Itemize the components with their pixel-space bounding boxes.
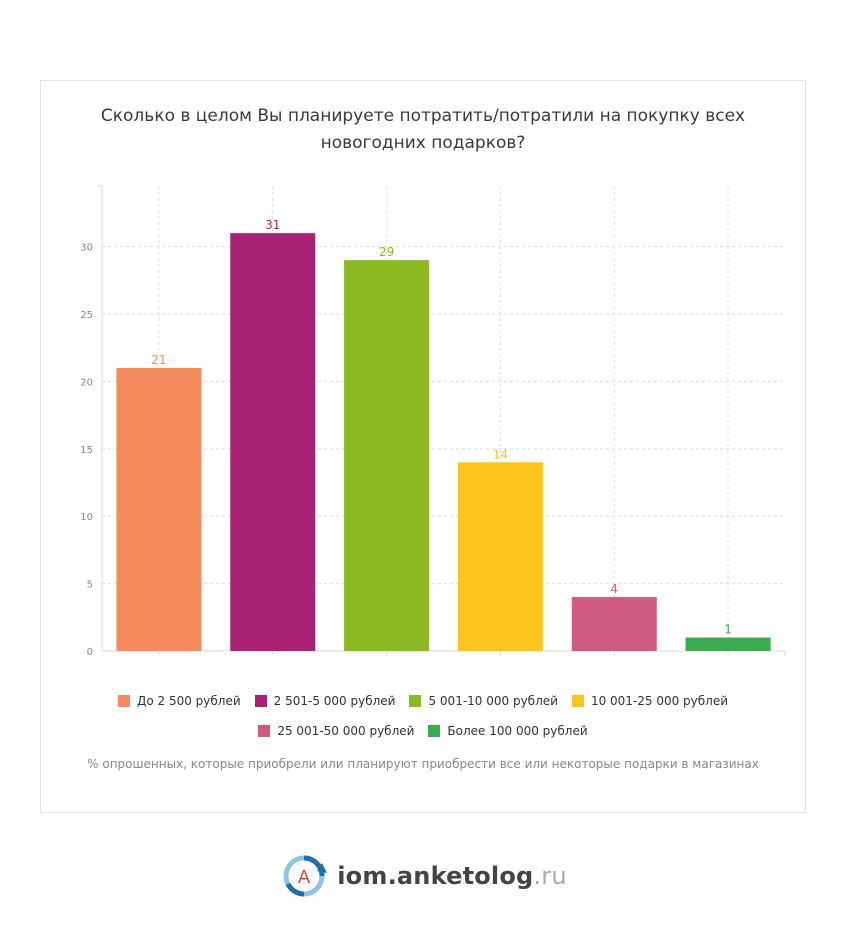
chart-title: Сколько в целом Вы планируете потратить/… [100,106,746,153]
data-label: 1 [724,623,732,637]
data-label: 31 [265,218,280,232]
chart-card: Сколько в целом Вы планируете потратить/… [40,80,806,813]
legend-label: 25 001-50 000 рублей [277,724,415,738]
y-tick-label: 30 [80,243,93,254]
legend-swatch [254,695,267,707]
anketolog-logo-icon: A [283,855,328,897]
legend-swatch [409,695,422,707]
legend-label: 10 001-25 000 рублей [590,694,729,708]
legend-swatch [571,695,584,707]
y-tick-label: 20 [80,377,93,388]
bar [344,260,430,651]
legend-label: До 2 500 рублей [136,694,241,708]
data-label: 29 [379,245,394,259]
legend-label: Более 100 000 рублей [447,724,588,738]
bar [457,462,543,651]
legend-swatch [117,695,130,707]
legend-label: 5 001-10 000 рублей [428,694,558,708]
y-tick-label: 15 [80,445,93,456]
data-label: 14 [493,447,508,461]
bar [116,367,202,651]
legend-item[interactable]: Более 100 000 рублей [428,723,588,739]
legend-item[interactable]: 5 001-10 000 рублей [409,693,558,709]
legend-item[interactable]: До 2 500 рублей [117,693,241,709]
legend-label: 2 501-5 000 рублей [273,694,396,708]
y-tick-label: 10 [80,512,93,523]
y-tick-label: 5 [87,580,93,591]
y-tick-label: 0 [87,647,93,658]
bar-chart: 0 5 10 15 20 25 30 21 31 29 14 4 1 [80,185,786,658]
data-label: 4 [610,582,618,596]
brand-name: iom.anketolog.ru [337,862,567,890]
data-label: 21 [151,353,166,367]
brand-footer: A iom.anketolog.ru [0,853,848,899]
legend-item[interactable]: 10 001-25 000 рублей [571,693,729,709]
chart-note: % опрошенных, которые приобрели или план… [87,757,759,771]
y-tick-label: 25 [80,310,93,321]
chart-legend: До 2 500 рублей 2 501-5 000 рублей 5 001-1… [61,693,785,739]
bar [685,637,771,651]
bar [230,233,316,651]
logo-letter: A [298,867,311,888]
legend-item[interactable]: 25 001-50 000 рублей [258,723,414,739]
legend-swatch [258,725,271,737]
legend-item[interactable]: 2 501-5 000 рублей [254,693,396,709]
bar [571,597,657,651]
legend-swatch [428,725,441,737]
